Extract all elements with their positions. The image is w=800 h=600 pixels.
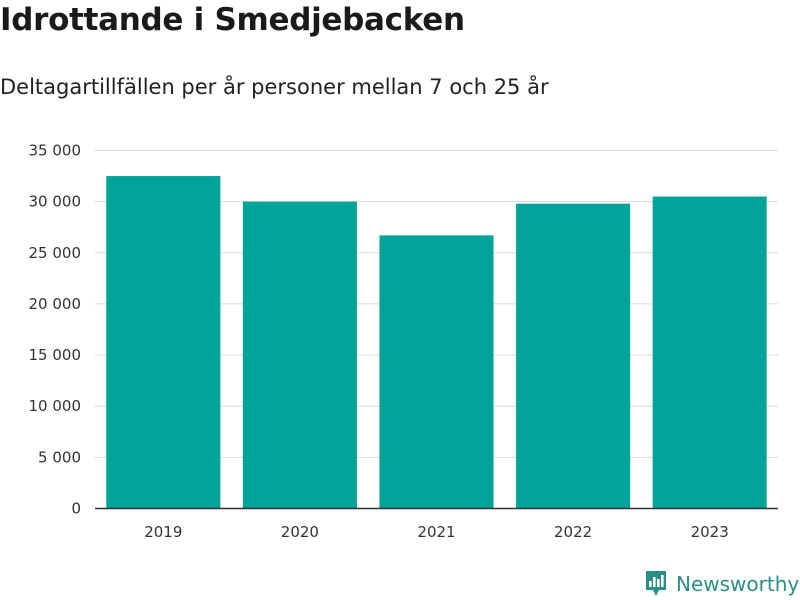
bar — [379, 235, 494, 509]
x-tick-label: 2019 — [144, 523, 182, 541]
newsworthy-logo-icon — [646, 571, 666, 596]
y-tick-label: 0 — [71, 500, 81, 518]
bar — [516, 203, 631, 509]
x-tick-label: 2023 — [691, 523, 729, 541]
y-tick-label: 30 000 — [29, 193, 82, 211]
brand-name: Newsworthy — [676, 572, 800, 596]
brand-logo: Newsworthy — [644, 569, 799, 599]
bar — [106, 176, 221, 509]
y-tick-label: 5 000 — [38, 448, 81, 466]
chart-subtitle: Deltagartillfällen per år personer mella… — [0, 75, 549, 99]
y-tick-label: 15 000 — [29, 346, 82, 364]
y-tick-label: 10 000 — [29, 397, 82, 415]
x-tick-label: 2022 — [554, 523, 592, 541]
bar — [242, 201, 357, 509]
bar — [652, 196, 767, 509]
x-tick-label: 2021 — [417, 523, 455, 541]
y-tick-label: 25 000 — [29, 244, 82, 262]
x-tick-label: 2020 — [281, 523, 319, 541]
y-tick-label: 35 000 — [29, 142, 82, 160]
chart-title: Idrottande i Smedjebacken — [0, 2, 465, 38]
y-tick-label: 20 000 — [29, 295, 82, 313]
